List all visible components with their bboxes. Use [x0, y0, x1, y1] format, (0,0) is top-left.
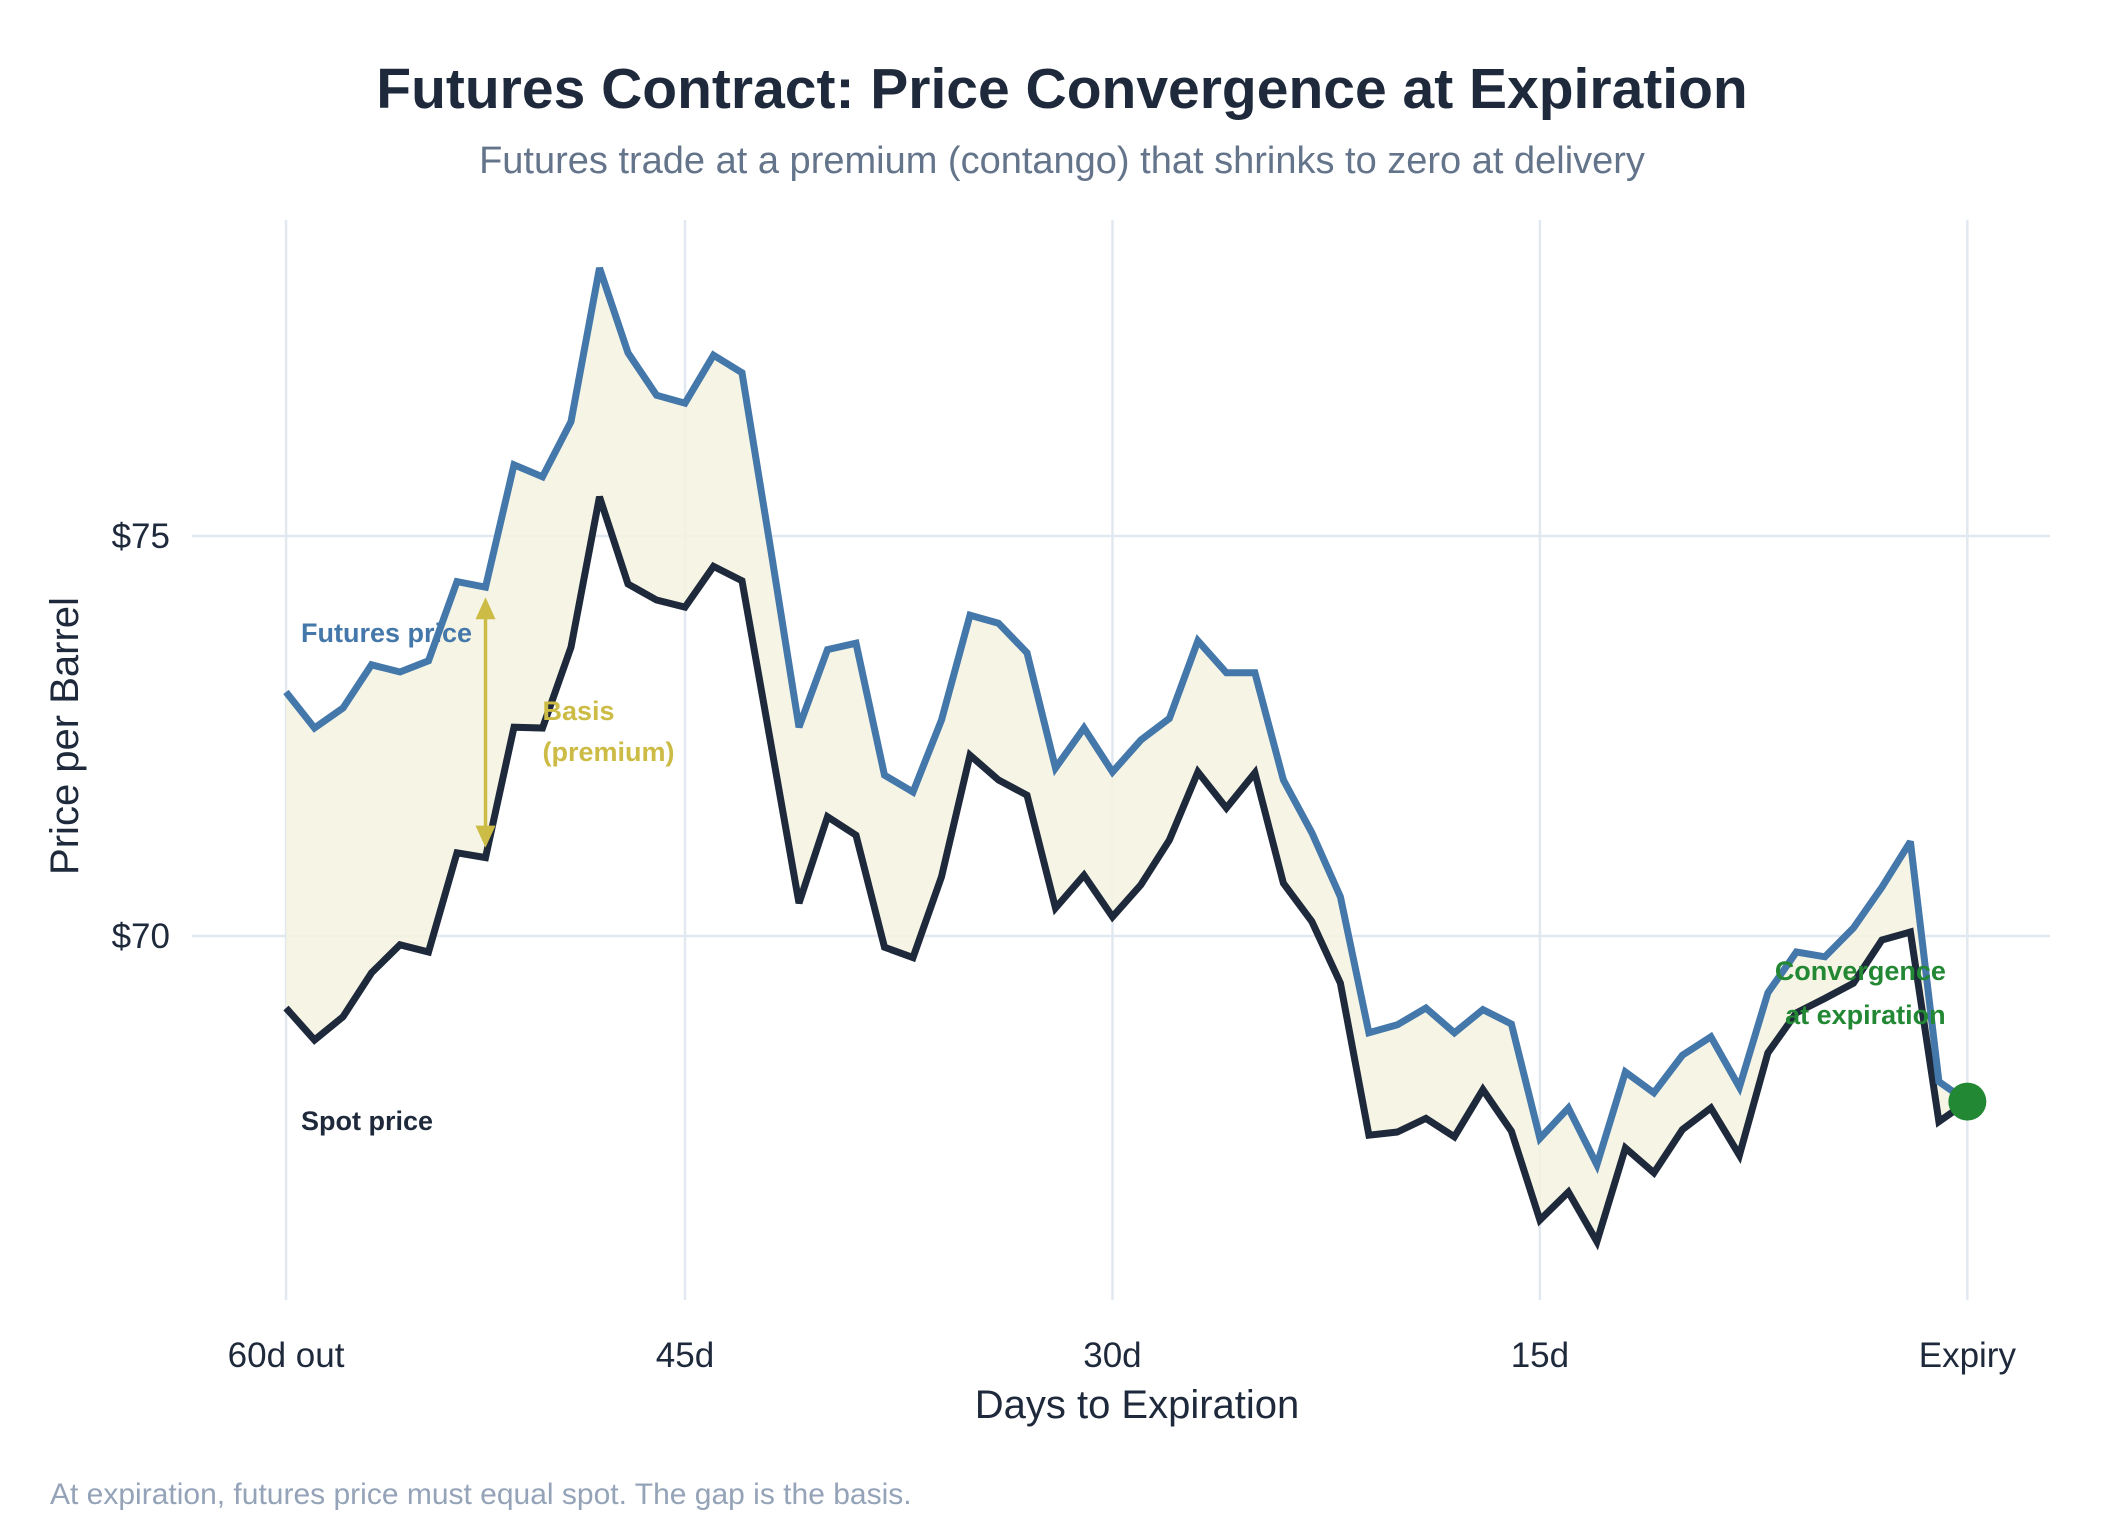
- x-tick-label: 15d: [1511, 1336, 1569, 1375]
- futures-price-line: [283, 266, 1970, 1175]
- futures-price-label: Futures price: [301, 618, 472, 648]
- spot-price-label: Spot price: [301, 1106, 433, 1136]
- footnote: At expiration, futures price must equal …: [50, 1478, 912, 1511]
- annotations: Futures price Spot price Basis (premium)…: [301, 597, 1987, 1136]
- convergence-label: Convergence: [1775, 956, 1946, 986]
- series-lines: [283, 266, 1970, 1251]
- basis-fill: [286, 268, 1968, 1242]
- convergence-point-marker: [1948, 1082, 1987, 1121]
- x-tick-label: Expiry: [1919, 1336, 2017, 1375]
- basis-fill-area: [286, 268, 1968, 1242]
- x-tick-label: 45d: [656, 1336, 714, 1375]
- x-tick-label: 30d: [1083, 1336, 1141, 1375]
- y-axis-label: Price per Barrel: [43, 597, 87, 875]
- axis-ticks: 60d out 45d 30d 15d Expiry $70 $75: [112, 517, 2017, 1375]
- spot-price-line: [283, 495, 1970, 1251]
- x-tick-label: 60d out: [228, 1336, 345, 1375]
- convergence-at-expiration-label: at expiration: [1785, 1000, 1946, 1030]
- chart-title: Futures Contract: Price Convergence at E…: [376, 57, 1747, 121]
- basis-arrow-head-down: [475, 825, 496, 848]
- chart-subtitle: Futures trade at a premium (contango) th…: [479, 140, 1645, 182]
- basis-arrow-head-up: [475, 597, 496, 620]
- x-axis-label: Days to Expiration: [975, 1383, 1300, 1427]
- y-tick-label: $70: [112, 917, 170, 956]
- basis-premium-label: (premium): [543, 737, 675, 767]
- y-tick-label: $75: [112, 517, 170, 556]
- basis-label: Basis: [543, 696, 615, 726]
